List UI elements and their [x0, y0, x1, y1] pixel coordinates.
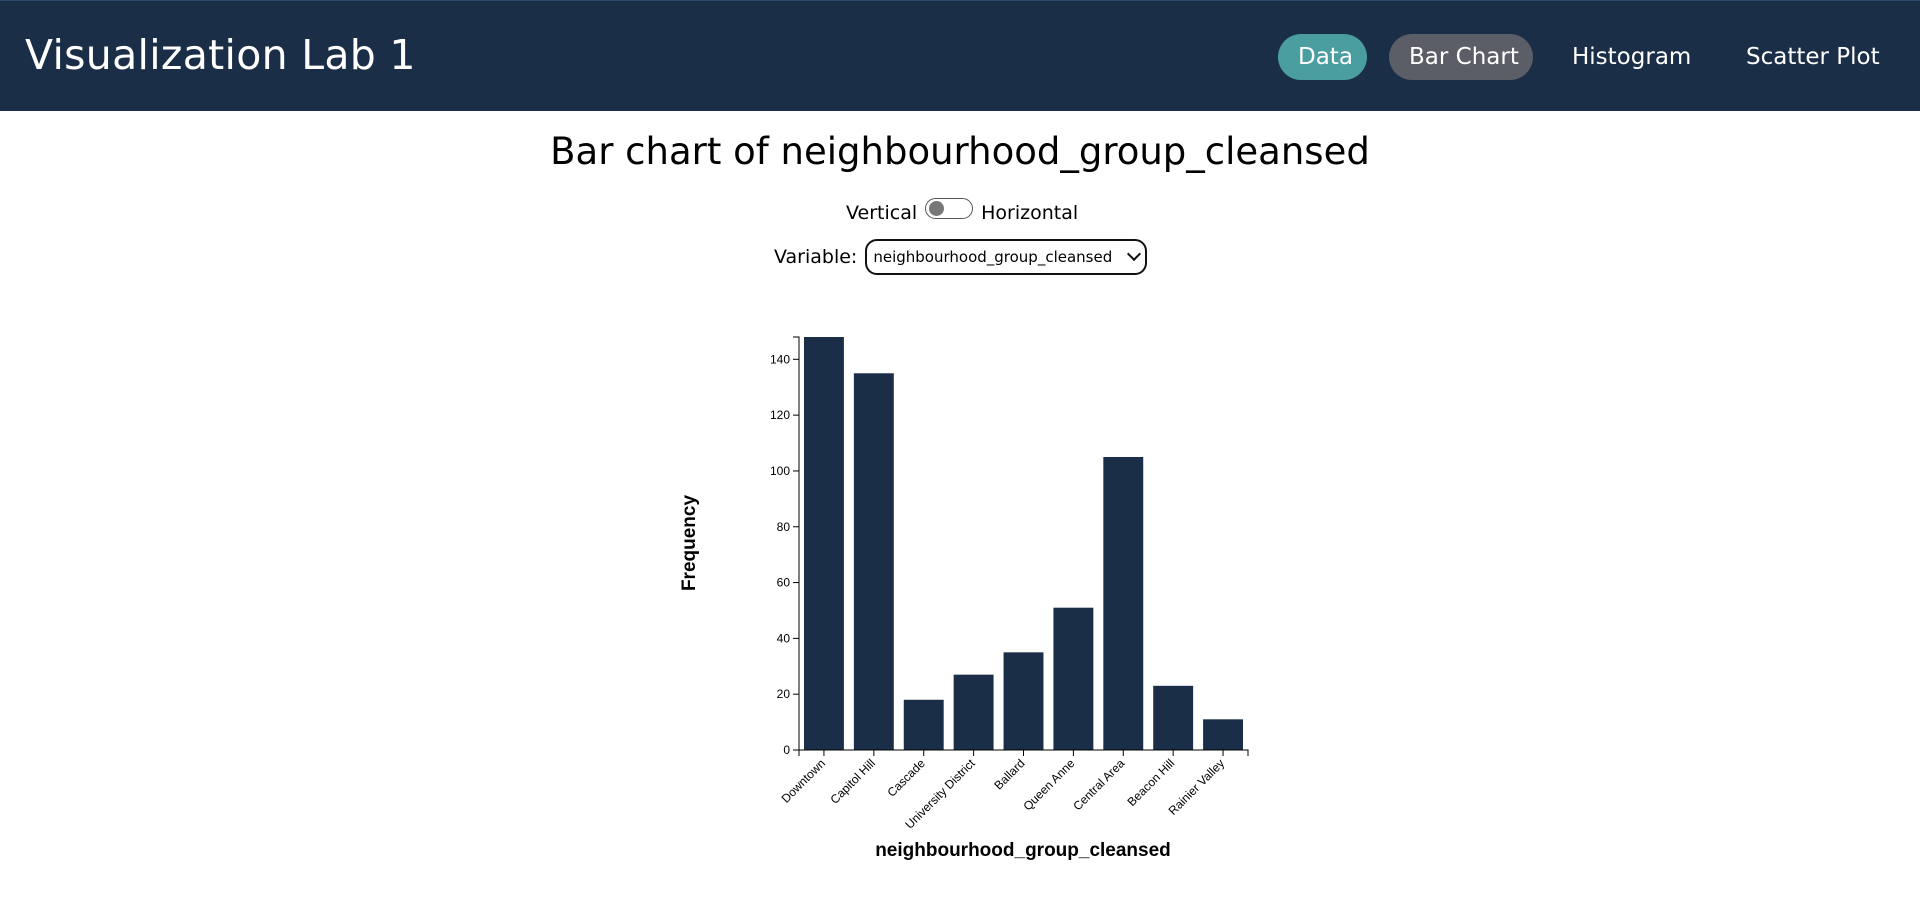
x-tick-label: Beacon Hill — [1124, 756, 1177, 809]
bar — [1103, 456, 1144, 750]
y-axis-line — [793, 336, 800, 751]
vertical-label: Vertical — [846, 202, 918, 224]
y-tick-label: 0 — [783, 743, 790, 757]
y-tick-label: 120 — [770, 408, 790, 422]
bar — [853, 373, 894, 750]
toggle-knob — [929, 200, 945, 216]
y-tick-label: 80 — [777, 520, 791, 534]
y-tick-label: 140 — [770, 352, 790, 366]
orientation-toggle[interactable] — [925, 197, 974, 219]
x-tick-label: Cascade — [884, 756, 928, 800]
x-axis-title: neighbourhood_group_cleansed — [875, 840, 1171, 861]
nav-bar-chart-button[interactable]: Bar Chart — [1389, 34, 1533, 80]
y-axis-title: Frequency — [679, 495, 700, 592]
y-tick-label: 60 — [777, 576, 791, 590]
page-title: Bar chart of neighbourhood_group_cleanse… — [550, 130, 1370, 173]
orientation-toggle-row: Vertical Horizontal — [846, 197, 1079, 228]
bar — [1203, 719, 1244, 750]
x-tick-label: Queen Anne — [1020, 756, 1077, 813]
x-tick-label: Central Area — [1070, 756, 1127, 813]
bar — [953, 674, 994, 750]
bar — [903, 699, 944, 750]
bar — [1053, 607, 1094, 750]
y-tick-label: 20 — [777, 687, 791, 701]
variable-label: Variable: — [774, 246, 858, 268]
variable-select[interactable]: neighbourhood_group_cleansed — [865, 239, 1148, 275]
horizontal-label: Horizontal — [981, 202, 1079, 224]
y-tick-label: 100 — [770, 464, 790, 478]
bar — [1003, 652, 1044, 750]
x-tick-label: Downtown — [779, 756, 829, 806]
bar — [803, 337, 844, 750]
variable-select-value: neighbourhood_group_cleansed — [873, 248, 1113, 266]
nav-scatter-plot-button[interactable]: Scatter Plot — [1746, 44, 1880, 70]
nav-histogram-button[interactable]: Histogram — [1572, 44, 1692, 70]
nav-data-button[interactable]: Data — [1278, 34, 1367, 80]
top-navbar: Visualization Lab 1 Data Bar Chart Histo… — [0, 0, 1920, 111]
y-tick-label: 40 — [777, 631, 791, 645]
x-tick-label: Capitol Hill — [827, 756, 877, 806]
app-title: Visualization Lab 1 — [25, 31, 416, 79]
x-tick-label: Ballard — [991, 756, 1027, 792]
bar — [1153, 685, 1194, 750]
variable-row: Variable: neighbourhood_group_cleansed — [774, 238, 1148, 276]
